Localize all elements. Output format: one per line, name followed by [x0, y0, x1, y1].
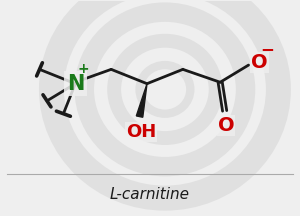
Text: O: O — [251, 53, 268, 72]
Polygon shape — [136, 84, 147, 117]
Text: +: + — [78, 62, 89, 76]
Text: −: − — [260, 40, 274, 58]
Text: OH: OH — [126, 123, 156, 141]
Text: O: O — [218, 116, 235, 135]
Text: N: N — [67, 74, 84, 94]
Text: L-carnitine: L-carnitine — [110, 187, 190, 202]
